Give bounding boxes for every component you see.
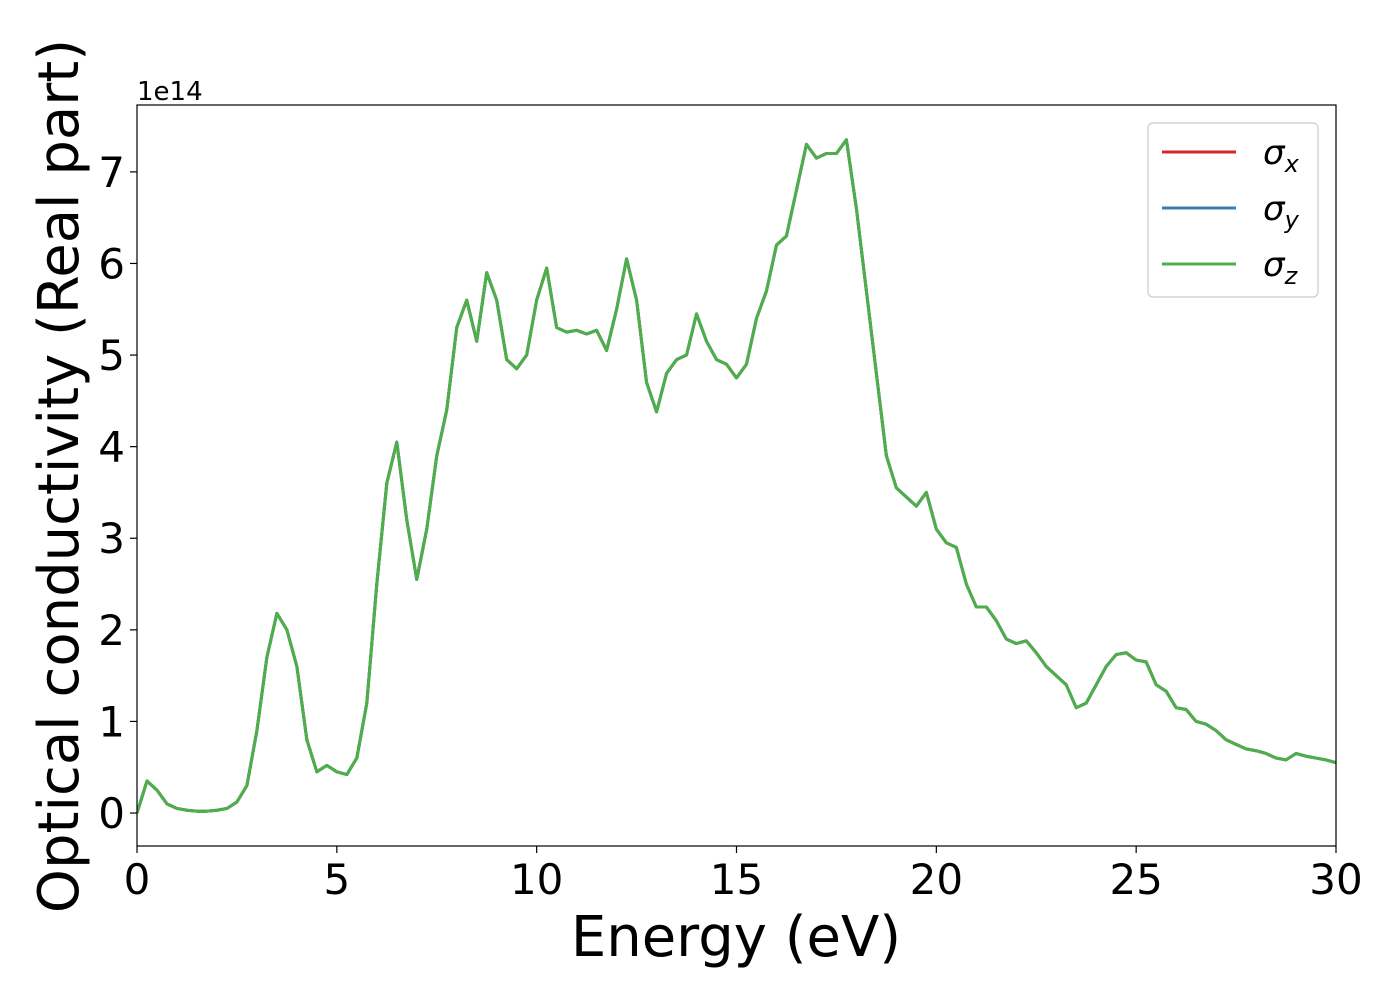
y-tick-label: 1 — [98, 697, 125, 746]
y-tick-label: 5 — [98, 331, 125, 380]
legend-box — [1147, 122, 1319, 298]
x-tick-label: 5 — [323, 855, 350, 904]
y-tick-label: 7 — [98, 148, 125, 197]
y-tick-label: 3 — [98, 514, 125, 563]
x-tick-label: 10 — [510, 855, 563, 904]
series-line — [137, 138, 1336, 814]
y-offset-label: 1e14 — [137, 77, 203, 107]
y-tick-label: 0 — [98, 789, 125, 838]
x-tick-label: 20 — [910, 855, 963, 904]
x-tick-label: 25 — [1109, 855, 1162, 904]
x-axis-label: Energy (eV) — [571, 905, 901, 970]
legend-label: σx — [1263, 133, 1300, 178]
y-tick-label: 4 — [98, 423, 125, 472]
y-tick-label: 2 — [98, 606, 125, 655]
legend-label: σy — [1263, 189, 1300, 234]
x-tick-label: 30 — [1309, 855, 1362, 904]
y-axis-label: Optical conductivity (Real part) — [27, 39, 92, 913]
legend-label: σz — [1263, 245, 1299, 290]
x-tick-label: 0 — [124, 855, 151, 904]
x-tick-label: 15 — [710, 855, 763, 904]
y-tick-label: 6 — [98, 239, 125, 288]
plot-lines — [137, 138, 1336, 814]
